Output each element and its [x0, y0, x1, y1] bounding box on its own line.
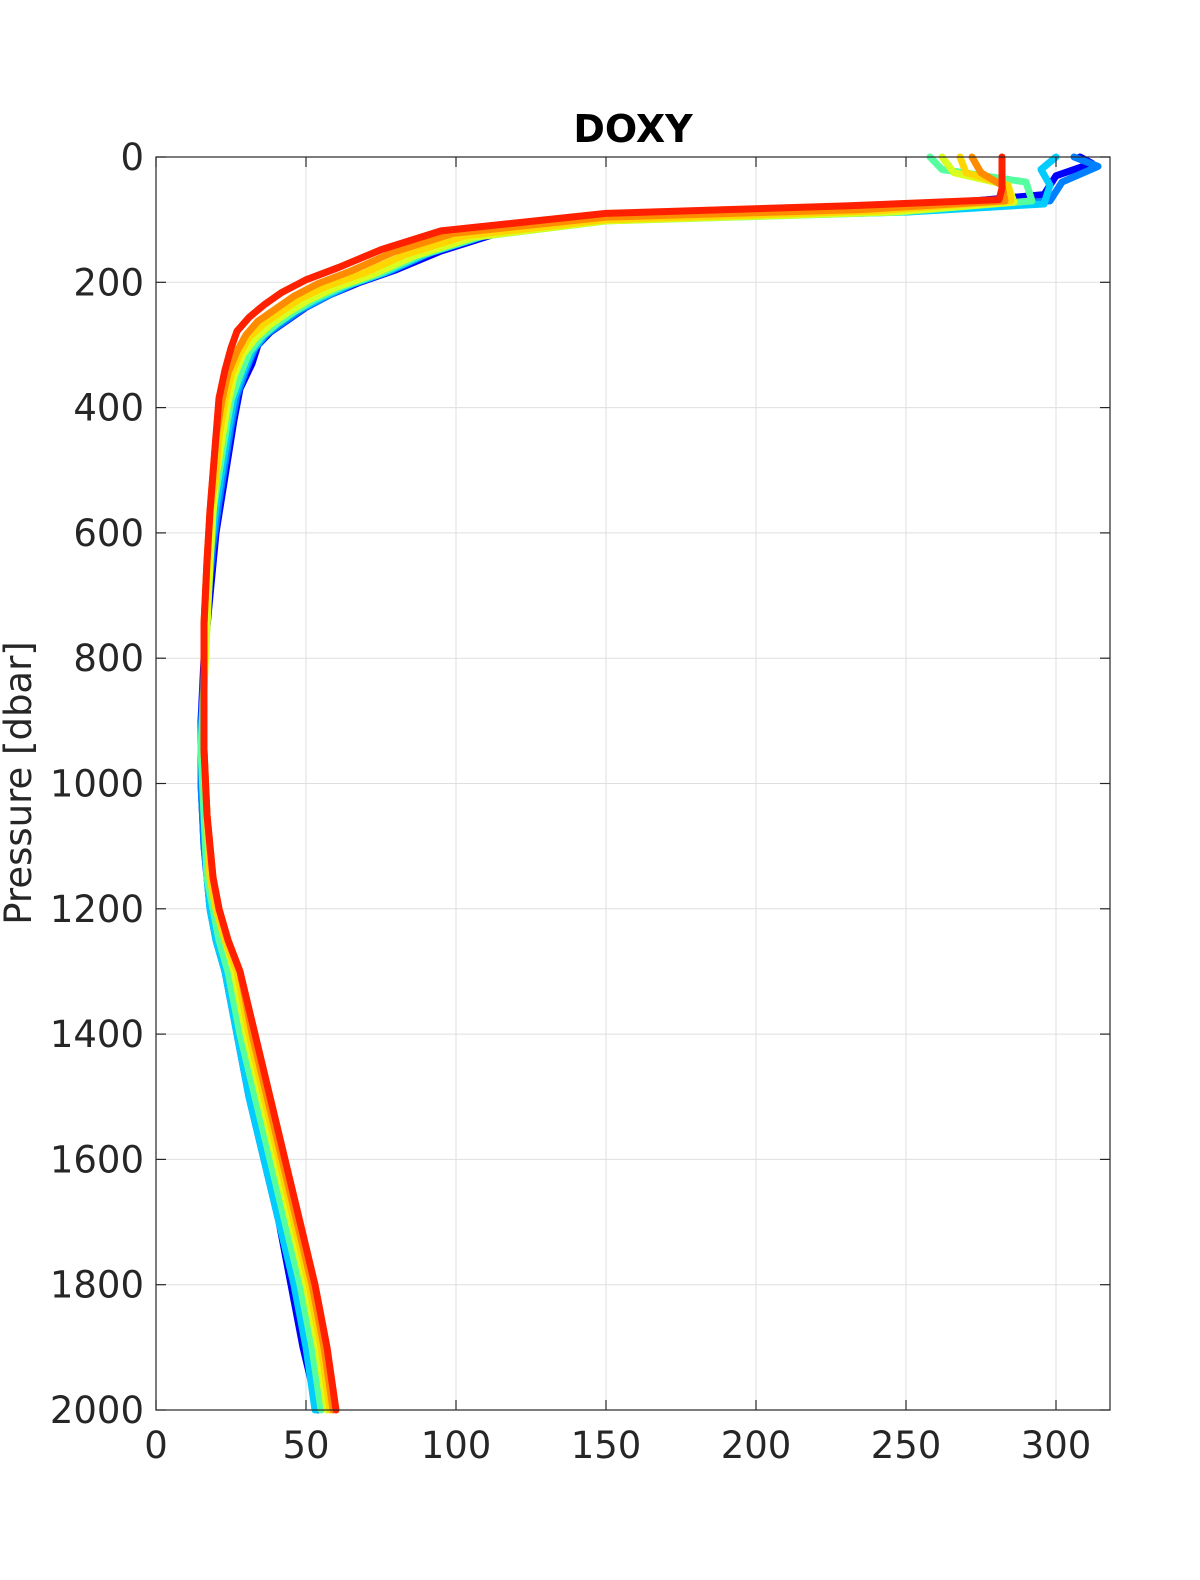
x-tick-label: 250 — [871, 1424, 942, 1467]
y-tick-label: 1600 — [50, 1138, 144, 1181]
series-line — [200, 153, 1006, 1414]
y-tick-label: 400 — [73, 387, 144, 430]
y-tick-label: 600 — [73, 512, 144, 555]
y-axis-label: Pressure [dbar] — [0, 641, 40, 924]
y-tick-label: 1800 — [50, 1264, 144, 1307]
x-tick-label: 0 — [144, 1424, 168, 1467]
y-tick-label: 1400 — [50, 1013, 144, 1056]
x-tick-label: 150 — [571, 1424, 642, 1467]
series-layer — [197, 153, 1102, 1414]
y-tick-label: 2000 — [50, 1389, 144, 1432]
y-tick-label: 0 — [120, 136, 144, 179]
tick-layer: 0 50 100 150 200 250 300 0 200 400 600 800 1000 1200 1… — [50, 136, 1110, 1467]
chart-title: DOXY — [573, 107, 693, 151]
y-tick-label: 800 — [73, 637, 144, 680]
y-tick-label: 1200 — [50, 888, 144, 931]
x-tick-label: 100 — [421, 1424, 492, 1467]
x-tick-label: 200 — [721, 1424, 792, 1467]
x-tick-label: 300 — [1021, 1424, 1092, 1467]
y-tick-label: 200 — [73, 261, 144, 304]
x-tick-label: 50 — [282, 1424, 329, 1467]
y-tick-label: 1000 — [50, 763, 144, 806]
